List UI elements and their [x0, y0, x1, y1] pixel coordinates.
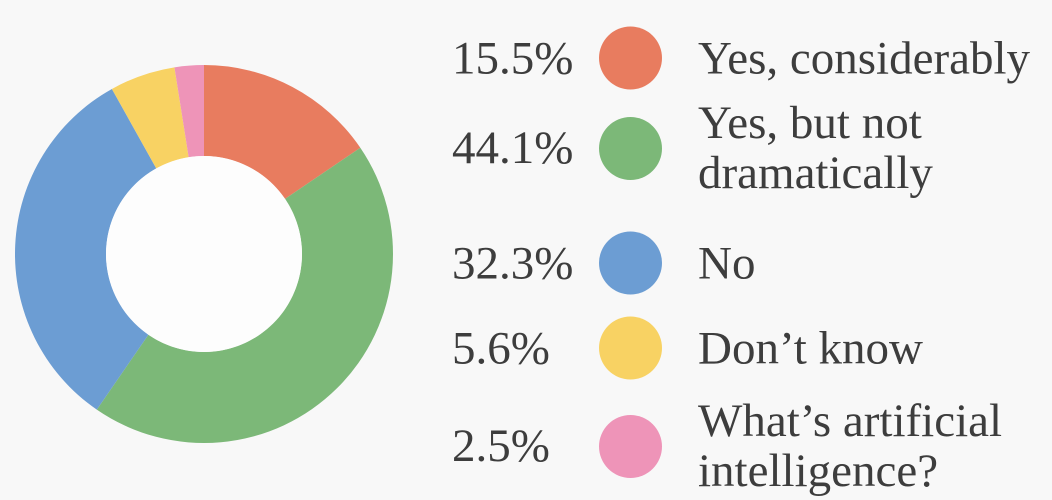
legend-item-no: 32.3% No	[452, 231, 1052, 295]
legend-percent: 32.3%	[452, 237, 574, 289]
donut-slice-5	[174, 65, 204, 158]
legend-label: Yes, but not dramatically	[698, 97, 933, 199]
legend-item-whats-ai: 2.5% What’s artificial intelligence?	[452, 396, 1052, 496]
legend-label: Yes, considerably	[698, 32, 1031, 84]
legend-percent: 2.5%	[452, 420, 550, 472]
legend-swatch-icon	[599, 414, 662, 478]
donut-slice-3	[15, 88, 157, 410]
legend-swatch-icon	[599, 116, 662, 180]
legend-item-yes-not-dramatically: 44.1% Yes, but not dramatically	[452, 98, 1052, 198]
legend-swatch-icon	[599, 231, 662, 295]
donut-slice-4	[111, 67, 189, 169]
legend-percent: 5.6%	[452, 322, 550, 374]
donut-slice-1	[204, 65, 361, 199]
donut-hole	[106, 156, 302, 352]
donut-chart	[15, 65, 393, 443]
legend-percent: 15.5%	[452, 32, 574, 84]
legend-swatch-icon	[599, 26, 662, 90]
legend-item-yes-considerably: 15.5% Yes, considerably	[452, 26, 1052, 90]
legend-item-dont-know: 5.6% Don’t know	[452, 316, 1052, 380]
legend-swatch-icon	[599, 316, 662, 380]
legend-label: Don’t know	[698, 322, 923, 374]
legend-label: What’s artificial intelligence?	[698, 395, 1003, 497]
donut-slice-2	[96, 147, 393, 443]
legend-percent: 44.1%	[452, 122, 574, 174]
legend-label: No	[698, 237, 756, 289]
